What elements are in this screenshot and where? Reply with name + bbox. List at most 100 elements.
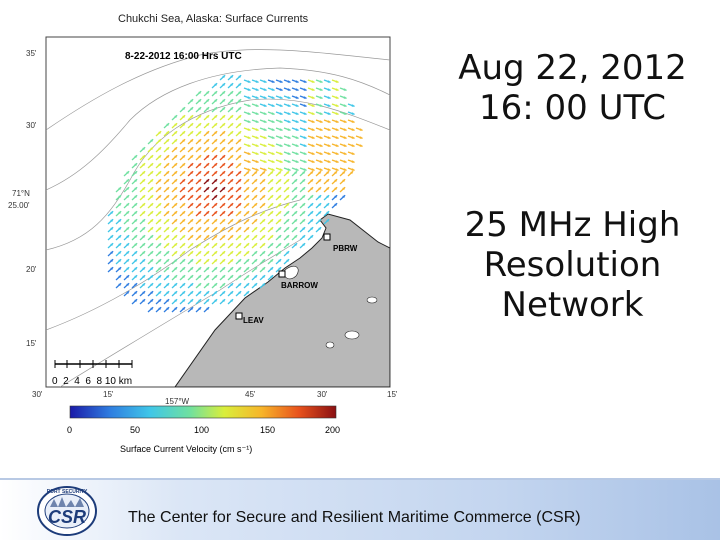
current-vector-head <box>214 83 218 87</box>
current-vector-head <box>174 275 178 279</box>
current-vector-head <box>246 203 250 207</box>
current-vector-head <box>222 107 226 111</box>
current-vector-head <box>166 147 170 151</box>
current-vector-head <box>222 299 226 303</box>
current-vector-head <box>150 203 154 207</box>
current-vector-head <box>190 203 194 207</box>
slide-date: Aug 22, 2012 <box>458 48 687 88</box>
current-vector-head <box>206 195 210 199</box>
surface-currents-map: PBRW BARROW LEAV 8-22-2012 16:00 Hrs UTC… <box>8 13 398 454</box>
current-vector-head <box>287 136 291 139</box>
current-vector-head <box>174 307 178 311</box>
current-vector-head <box>230 195 234 199</box>
current-vector-head <box>206 91 210 95</box>
current-vector-head <box>214 267 218 271</box>
current-vector-head <box>279 88 283 91</box>
current-vector-head <box>198 291 202 295</box>
current-vector-head <box>222 203 226 207</box>
current-vector-head <box>279 80 283 83</box>
slide-network-line: 25 MHz High <box>464 205 681 245</box>
current-vector-head <box>150 243 154 247</box>
current-vector-head <box>126 171 130 175</box>
current-vector-head <box>142 299 146 303</box>
current-vector-head <box>263 88 267 91</box>
current-vector-head <box>190 267 194 271</box>
current-vector-head <box>214 283 218 287</box>
current-vector-head <box>294 243 298 247</box>
current-vector-head <box>222 171 226 175</box>
current-vector-head <box>294 219 298 223</box>
current-vector-head <box>142 147 146 151</box>
current-vector-head <box>351 104 355 107</box>
current-vector-head <box>174 131 178 135</box>
current-vector-head <box>182 163 186 167</box>
current-vector-head <box>294 179 298 183</box>
current-vector-head <box>247 120 251 123</box>
current-vector-head <box>271 136 275 139</box>
lat-tick: 35' <box>26 49 37 58</box>
current-vector-head <box>174 283 178 287</box>
current-vector-head <box>303 144 307 147</box>
current-vector-head <box>230 211 234 215</box>
current-vector-head <box>335 88 339 91</box>
current-vector-head <box>126 227 130 231</box>
current-vector-head <box>222 275 226 279</box>
current-vector-head <box>270 171 274 175</box>
current-vector-head <box>126 211 130 215</box>
current-vector-head <box>214 211 218 215</box>
current-vector-head <box>134 235 138 239</box>
current-vector-head <box>150 139 154 143</box>
current-vector-head <box>134 195 138 199</box>
depth-contour <box>46 199 301 331</box>
current-vector-head <box>206 235 210 239</box>
current-vector-head <box>118 267 122 271</box>
current-vector-head <box>142 267 146 271</box>
current-vector-head <box>350 171 354 175</box>
current-vector-head <box>254 275 258 279</box>
current-vector-head <box>214 179 218 183</box>
current-vector-head <box>134 211 138 215</box>
current-vector-head <box>182 307 186 311</box>
current-vector-head <box>335 112 339 115</box>
current-vector-head <box>263 128 267 131</box>
current-vector-head <box>206 115 210 119</box>
current-vector-head <box>150 187 154 191</box>
current-vector-head <box>238 155 242 159</box>
current-vector-head <box>295 144 299 147</box>
current-vector-head <box>278 259 282 263</box>
current-vector-head <box>230 251 234 255</box>
current-vector-head <box>206 243 210 247</box>
current-vector-head <box>247 128 251 131</box>
current-vector-head <box>335 120 339 123</box>
current-vector-head <box>270 251 274 255</box>
current-vector-head <box>126 179 130 183</box>
current-vector-head <box>182 171 186 175</box>
current-vector-head <box>287 104 291 107</box>
current-vector-head <box>230 171 234 175</box>
current-vector-head <box>287 128 291 131</box>
current-vector-head <box>262 219 266 223</box>
current-vector-head <box>247 168 251 171</box>
current-vector-head <box>150 235 154 239</box>
current-vector-head <box>238 123 242 127</box>
current-vector-head <box>158 243 162 247</box>
current-vector-head <box>302 187 306 191</box>
current-vector-head <box>254 251 258 255</box>
current-vector-head <box>182 243 186 247</box>
current-vector-head <box>174 147 178 151</box>
current-vector-head <box>327 160 331 163</box>
current-vector-head <box>150 227 154 231</box>
current-vector-head <box>190 147 194 151</box>
current-vector-head <box>270 187 274 191</box>
current-vector-head <box>158 171 162 175</box>
current-vector-head <box>246 187 250 191</box>
current-vector-head <box>134 259 138 263</box>
current-vector-head <box>190 283 194 287</box>
current-vector-head <box>247 144 251 147</box>
current-vector-head <box>190 195 194 199</box>
current-vector-head <box>166 259 170 263</box>
current-vector-head <box>342 187 346 191</box>
land-mass <box>174 213 390 387</box>
current-vector-head <box>150 291 154 295</box>
current-vector-head <box>174 259 178 263</box>
